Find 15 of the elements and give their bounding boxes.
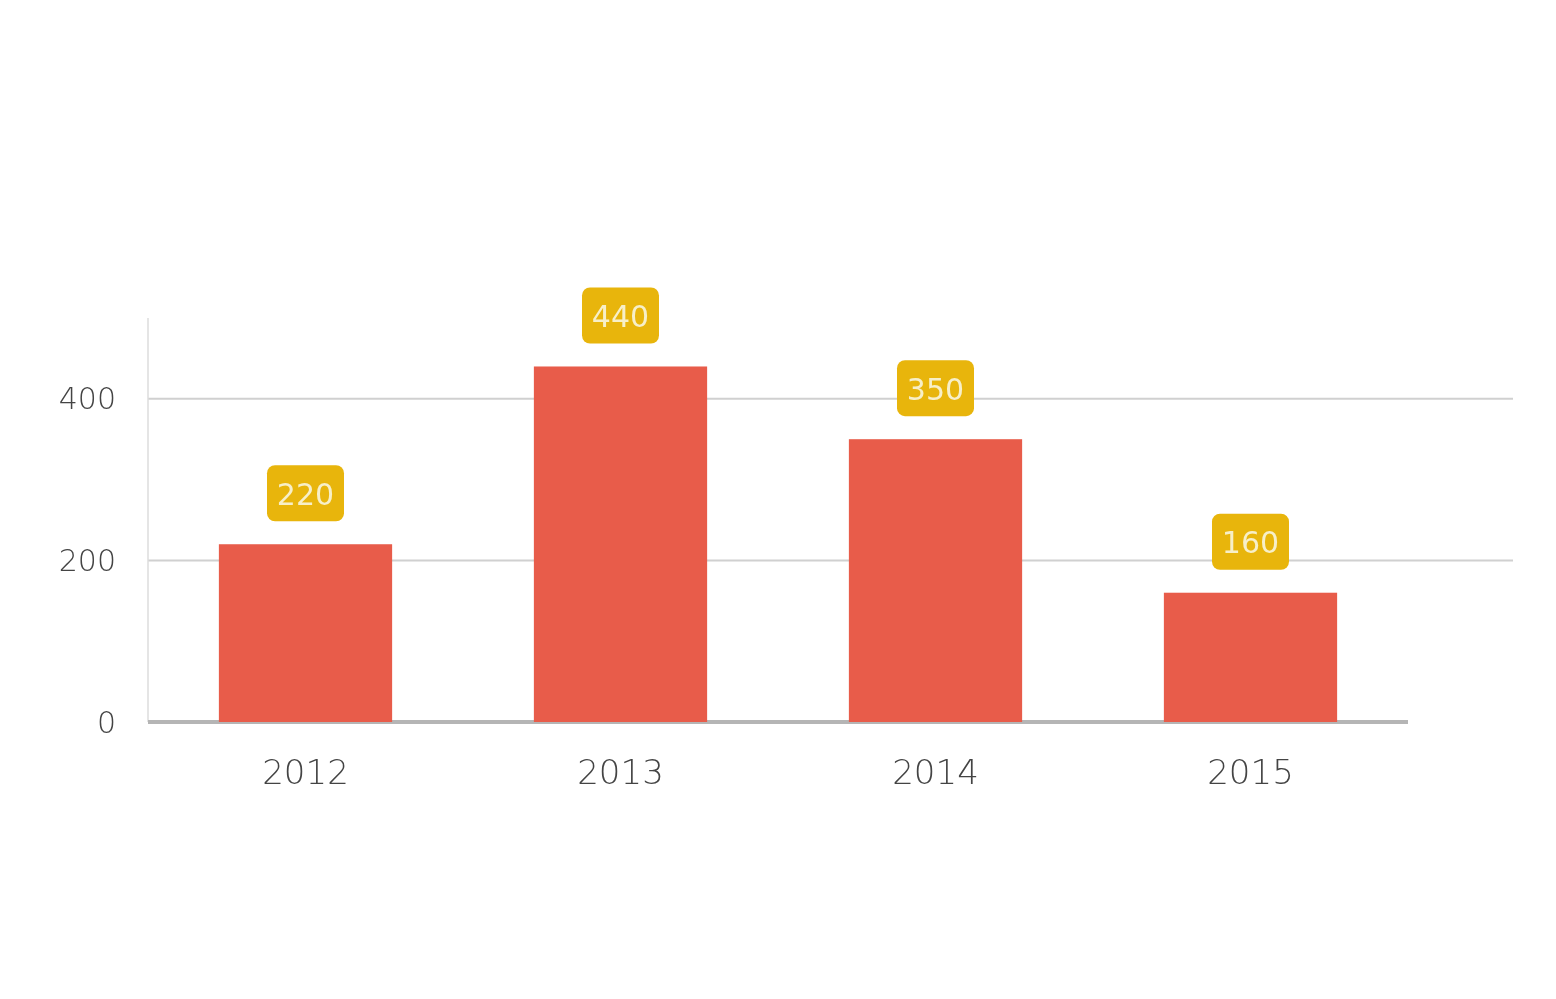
y-tick-label: 0 <box>96 704 116 740</box>
x-tick-label: 2014 <box>892 752 979 792</box>
x-tick-label: 2015 <box>1207 752 1294 792</box>
x-tick-label: 2012 <box>262 752 349 792</box>
data-label: 220 <box>276 476 335 512</box>
data-label: 440 <box>591 298 650 334</box>
bar <box>533 366 708 722</box>
bar <box>218 544 393 722</box>
bar <box>848 439 1023 722</box>
data-label: 350 <box>906 371 965 407</box>
bar <box>1163 592 1338 722</box>
y-tick-label: 400 <box>58 381 116 417</box>
data-label: 160 <box>1221 525 1280 561</box>
y-tick-label: 200 <box>58 542 116 578</box>
x-tick-label: 2013 <box>577 752 664 792</box>
